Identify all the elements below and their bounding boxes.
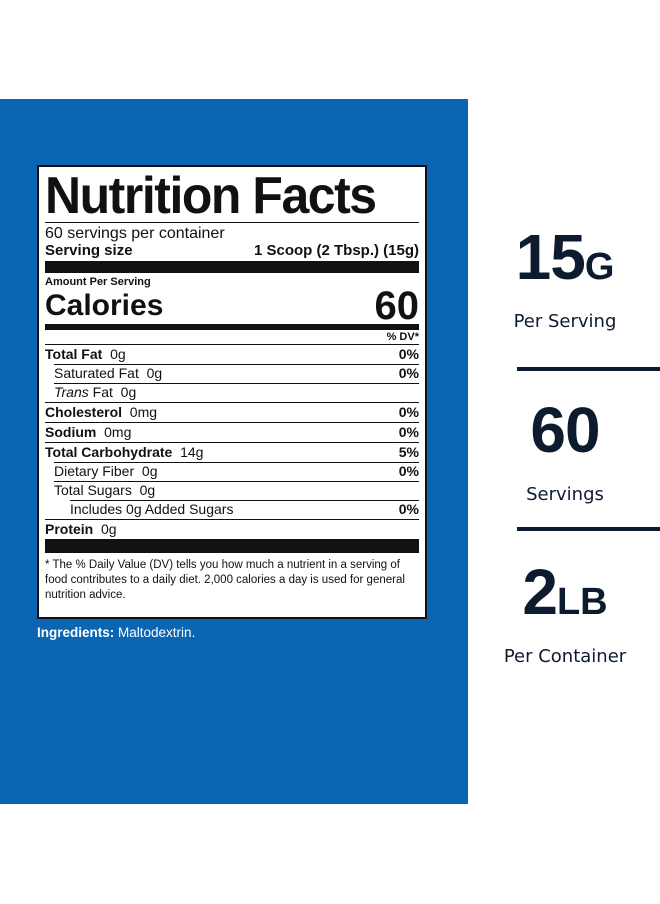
nutrient-name: Total Sugars: [54, 482, 132, 498]
calories-value: 60: [374, 284, 420, 328]
nutrient-dv: 0%: [398, 365, 419, 381]
stat-divider: [517, 367, 660, 371]
stat-unit: LB: [556, 581, 608, 623]
nutrient-amount: 0g: [120, 384, 137, 400]
nutrient-amount: 0g: [101, 521, 117, 537]
stat-value: 60: [470, 398, 660, 472]
stat-value: 15G: [470, 225, 660, 299]
nutrient-name: Cholesterol: [45, 404, 123, 420]
stat-unit: G: [584, 246, 615, 288]
nutrient-row-saturated-fat: Saturated Fat 0g 0%: [45, 364, 419, 383]
stat-divider: [517, 527, 660, 531]
nutrient-row-trans-fat: Trans Fat 0g: [45, 383, 419, 402]
stat-number: 2: [522, 556, 558, 628]
stat-number: 60: [530, 394, 600, 466]
stat-caption: Servings: [526, 484, 604, 505]
nutrient-name: Saturated Fat: [54, 365, 139, 381]
calories-row: Calories 60: [45, 284, 420, 328]
nutrition-facts-label: Nutrition Facts 60 servings per containe…: [37, 165, 427, 619]
nutrient-name: Trans: [54, 384, 89, 400]
stat-value: 2LB: [470, 560, 660, 634]
stat-servings: 60 Servings: [470, 398, 660, 505]
nutrient-amount: 0mg: [104, 424, 132, 440]
nutrient-row-total-fat: Total Fat 0g 0%: [45, 344, 419, 364]
nutrient-row-dietary-fiber: Dietary Fiber 0g 0%: [45, 462, 419, 481]
stat-caption: Per Container: [503, 646, 627, 667]
nutrient-amount: 0mg: [129, 404, 158, 420]
stat-protein-per-serving: 15G Per Serving: [470, 225, 660, 332]
nutrient-name: Total Carbohydrate: [45, 444, 173, 460]
nutrient-name: Includes 0g Added Sugars: [70, 501, 234, 517]
daily-value-footnote: * The % Daily Value (DV) tells you how m…: [45, 559, 405, 601]
ingredients-value: Maltodextrin.: [118, 625, 196, 640]
divider: [45, 222, 419, 223]
daily-value-header: % DV*: [386, 331, 419, 343]
nutrient-amount: 0g: [141, 463, 158, 479]
stat-caption: Per Serving: [513, 311, 617, 332]
nutrient-amount: 0g: [146, 365, 163, 381]
stat-number: 15: [515, 221, 586, 293]
nutrition-facts-title: Nutrition Facts: [45, 167, 377, 225]
nutrient-dv: 0%: [398, 346, 419, 362]
nutrient-row-total-sugars: Total Sugars 0g: [45, 481, 419, 500]
servings-per-container: 60 servings per container: [45, 225, 225, 242]
nutrient-row-sodium: Sodium 0mg 0%: [45, 422, 419, 442]
serving-size-value: 1 Scoop (2 Tbsp.) (15g): [253, 242, 419, 259]
ingredients-label: Ingredients:: [37, 625, 115, 640]
nutrient-row-added-sugars: Includes 0g Added Sugars 0%: [45, 500, 419, 519]
thick-divider: [45, 261, 419, 273]
medium-divider: [45, 324, 419, 330]
nutrient-name: Sodium: [45, 424, 97, 440]
nutrient-dv: 5%: [398, 444, 419, 460]
amount-per-serving: Amount Per Serving: [45, 276, 151, 288]
serving-size-row: Serving size 1 Scoop (2 Tbsp.) (15g): [45, 242, 419, 259]
nutrient-dv: 0%: [398, 404, 419, 420]
ingredients-line: Ingredients: Maltodextrin.: [37, 625, 195, 640]
stat-per-container: 2LB Per Container: [470, 560, 660, 667]
nutrient-row-total-carbohydrate: Total Carbohydrate 14g 5%: [45, 442, 419, 462]
nutrient-row-protein: Protein 0g: [45, 519, 419, 539]
nutrient-dv: 0%: [398, 501, 419, 517]
calories-label: Calories: [45, 289, 164, 322]
thick-divider: [45, 539, 419, 553]
nutrient-amount: 0g: [139, 482, 156, 498]
nutrient-name-rest: Fat: [92, 384, 113, 400]
nutrient-amount: 0g: [110, 346, 126, 362]
serving-size-label: Serving size: [45, 242, 133, 259]
nutrient-name: Protein: [45, 521, 94, 537]
nutrient-dv: 0%: [398, 463, 419, 479]
nutrient-amount: 14g: [180, 444, 204, 460]
nutrient-row-cholesterol: Cholesterol 0mg 0%: [45, 402, 419, 422]
nutrient-dv: 0%: [398, 424, 419, 440]
nutrient-name: Dietary Fiber: [54, 463, 135, 479]
nutrient-name: Total Fat: [45, 346, 103, 362]
